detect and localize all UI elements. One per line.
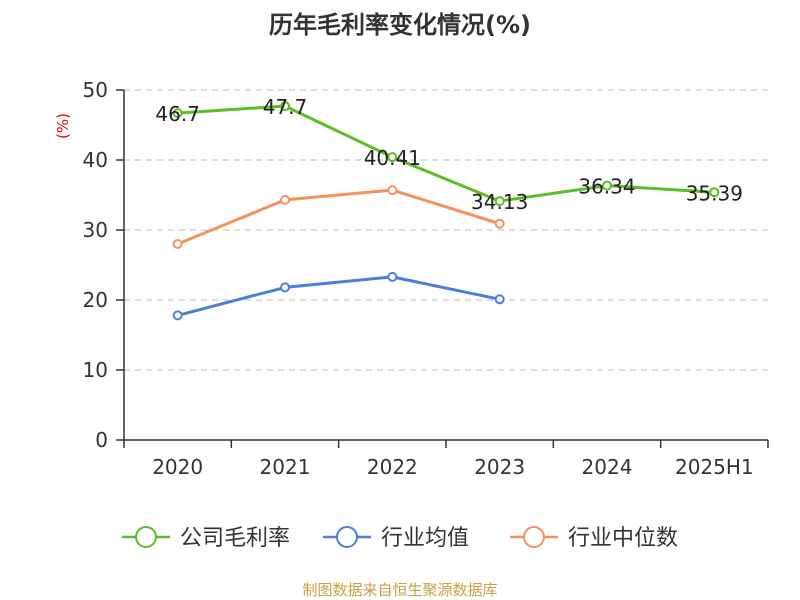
data-point [280, 194, 290, 205]
data-point [280, 101, 290, 112]
data-label: 47.7 [263, 95, 308, 119]
series-line-2 [176, 188, 502, 246]
data-point [602, 180, 612, 191]
data-point [494, 218, 505, 229]
data-label: 46.7 [155, 102, 200, 126]
x-tick-label: 2023 [474, 455, 525, 479]
y-tick-label: 40 [83, 148, 108, 172]
data-label: 34.13 [471, 190, 528, 214]
series-line-0 [176, 104, 716, 203]
legend-label: 公司毛利率 [180, 526, 290, 551]
legend-label: 行业均值 [381, 526, 469, 551]
legend-item: 行业均值 [323, 526, 469, 551]
x-tick-label: 2020 [152, 455, 203, 479]
data-point [494, 294, 505, 305]
data-label: 35.39 [686, 181, 743, 205]
legend-label: 行业中位数 [568, 526, 678, 551]
y-tick-label: 0 [95, 428, 108, 452]
chart-title: 历年毛利率变化情况(%) [269, 11, 531, 39]
series-line-1 [176, 275, 502, 317]
legend: 公司毛利率 行业均值 行业中位数 [122, 526, 678, 551]
y-tick-label: 20 [83, 288, 108, 312]
y-tick-label: 30 [83, 218, 108, 242]
data-label: 40.41 [364, 146, 421, 170]
grid [124, 89, 768, 371]
legend-marker [523, 526, 545, 548]
legend-marker [336, 526, 358, 548]
data-point [387, 271, 398, 282]
axes: 0 10 20 30 40 50 2020 2021 2022 2023 2024 2025H1 [83, 78, 769, 479]
x-tick-label: 2022 [367, 455, 418, 479]
x-tick-label: 2025H1 [675, 455, 754, 479]
x-tick-label: 2021 [260, 455, 311, 479]
data-labels: 46.7 47.7 40.41 34.13 36.34 35.39 [155, 95, 743, 214]
y-tick-label: 10 [83, 358, 108, 382]
data-label: 36.34 [578, 175, 635, 199]
legend-item: 行业中位数 [510, 526, 678, 551]
data-point [280, 282, 290, 293]
legend-item: 公司毛利率 [122, 526, 290, 551]
data-point [494, 196, 505, 207]
source-note: 制图数据来自恒生聚源数据库 [302, 581, 497, 599]
x-tick-label: 2024 [582, 455, 633, 479]
data-point [172, 239, 183, 249]
series [172, 101, 720, 321]
data-point [172, 108, 183, 119]
data-point [709, 187, 720, 198]
data-point [387, 185, 398, 196]
legend-marker [135, 526, 157, 548]
data-point [172, 310, 183, 321]
y-axis-unit: (%) [54, 113, 72, 139]
y-tick-label: 50 [83, 78, 108, 102]
data-point [387, 152, 398, 163]
